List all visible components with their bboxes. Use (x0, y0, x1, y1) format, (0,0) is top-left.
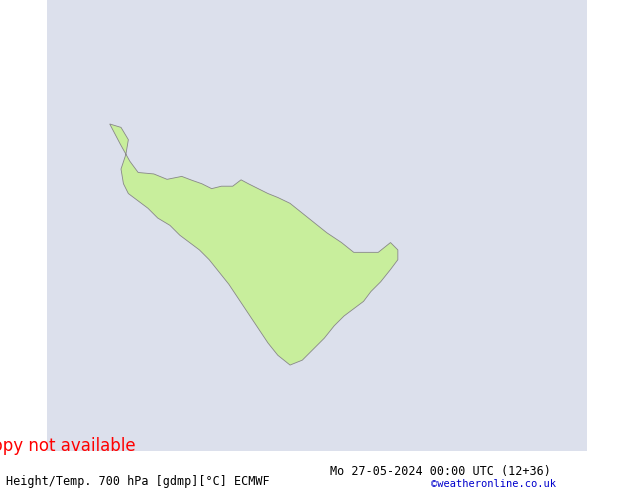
Polygon shape (110, 124, 398, 365)
Text: cartopy not available: cartopy not available (0, 437, 135, 455)
Text: ©weatheronline.co.uk: ©weatheronline.co.uk (431, 479, 556, 489)
Polygon shape (48, 0, 586, 451)
Text: Height/Temp. 700 hPa [gdmp][°C] ECMWF: Height/Temp. 700 hPa [gdmp][°C] ECMWF (6, 474, 270, 488)
Text: Mo 27-05-2024 00:00 UTC (12+36): Mo 27-05-2024 00:00 UTC (12+36) (330, 465, 550, 478)
